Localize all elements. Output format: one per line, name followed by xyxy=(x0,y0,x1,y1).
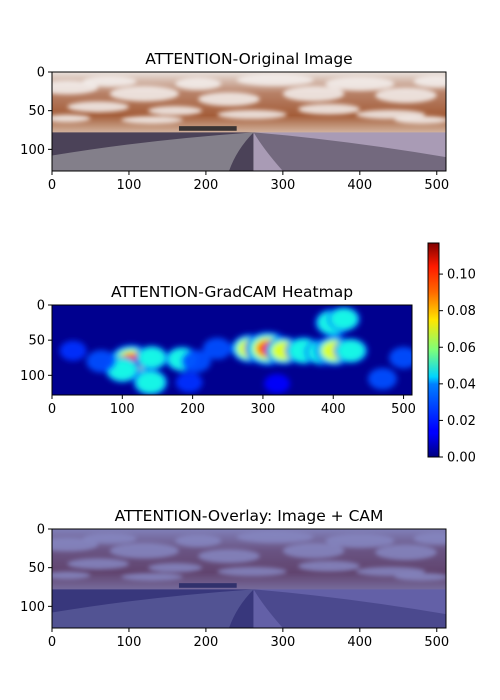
hotspot xyxy=(330,308,358,330)
cam-overlay-tint xyxy=(52,529,446,628)
x-tick-label: 300 xyxy=(251,402,276,417)
cloud xyxy=(67,101,129,113)
cloud xyxy=(198,92,260,107)
cloud xyxy=(394,116,446,124)
y-tick-label: 50 xyxy=(28,561,45,576)
hotspot xyxy=(367,367,397,390)
cloud xyxy=(175,77,222,90)
colorbar-tick-label: 0.00 xyxy=(447,451,476,466)
x-tick-label: 200 xyxy=(193,178,218,193)
road-left xyxy=(52,132,254,171)
hotspot xyxy=(264,374,290,394)
x-tick-label: 0 xyxy=(48,178,56,193)
x-tick-label: 200 xyxy=(193,635,218,650)
panel2-axes: 0 100 200 300 400 500 0 50 100 xyxy=(20,299,416,418)
x-tick-label: 300 xyxy=(270,635,295,650)
y-tick-label: 0 xyxy=(37,299,45,314)
gradcam-heatmap xyxy=(52,305,412,395)
colorbar-tick-label: 0.04 xyxy=(447,377,476,392)
y-tick-label: 100 xyxy=(20,143,45,158)
hotspot xyxy=(336,340,365,362)
hotspot xyxy=(389,346,412,369)
colorbar-tick-label: 0.10 xyxy=(447,268,476,283)
hotspot xyxy=(138,347,166,368)
hotspot xyxy=(59,340,87,361)
cloud xyxy=(217,109,287,120)
gradcam-heatmap-panel: ATTENTION-GradCAM Heatmap 0 100 200 300 400 5… xyxy=(20,283,416,418)
cloud xyxy=(121,116,183,124)
colorbar: 0.00 0.02 0.04 0.06 0.08 0.10 xyxy=(427,242,476,466)
panel3-title: ATTENTION-Overlay: Image + CAM xyxy=(115,507,384,525)
hotspots xyxy=(59,306,412,395)
panel1-title: ATTENTION-Original Image xyxy=(145,50,352,68)
hotspot xyxy=(175,372,203,393)
x-tick-label: 500 xyxy=(424,635,449,650)
cloud xyxy=(236,73,314,86)
x-tick-label: 400 xyxy=(321,402,346,417)
colorbar-tick-label: 0.02 xyxy=(447,414,476,429)
x-tick-label: 0 xyxy=(48,402,56,417)
panel2-frame xyxy=(51,304,413,396)
x-tick-label: 100 xyxy=(117,635,142,650)
colorbar-tick-label: 0.06 xyxy=(447,341,476,356)
cloud xyxy=(413,75,446,88)
hotspot xyxy=(86,350,117,373)
x-tick-label: 100 xyxy=(110,402,135,417)
cloud xyxy=(282,85,345,102)
x-tick-label: 200 xyxy=(180,402,205,417)
panel3-axes: 0 100 200 300 400 500 0 50 100 xyxy=(20,523,449,651)
y-tick-label: 50 xyxy=(28,104,45,119)
overlay-image xyxy=(52,529,446,628)
x-tick-label: 500 xyxy=(424,178,449,193)
tree-line xyxy=(178,126,237,131)
x-tick-label: 100 xyxy=(117,178,142,193)
original-image-panel: ATTENTION-Original Image 0 100 200 300 400 50… xyxy=(20,50,449,194)
panel1-frame xyxy=(51,71,447,172)
hotspot xyxy=(136,371,165,394)
y-tick-label: 100 xyxy=(20,600,45,615)
cloud xyxy=(375,87,437,103)
panel1-axes: 0 100 200 300 400 500 0 50 100 xyxy=(20,66,449,194)
x-tick-label: 0 xyxy=(48,635,56,650)
cloud xyxy=(52,114,91,123)
hotspot xyxy=(181,350,212,373)
cloud xyxy=(298,103,360,115)
cloud xyxy=(82,75,137,87)
x-tick-label: 500 xyxy=(391,402,416,417)
hotspot xyxy=(202,337,232,360)
overlay-panel: ATTENTION-Overlay: Image + CAM 0 100 200 30… xyxy=(20,507,449,651)
cloud xyxy=(148,106,203,116)
y-tick-label: 50 xyxy=(28,334,45,349)
cloud xyxy=(109,85,179,102)
y-tick-label: 0 xyxy=(37,523,45,538)
y-tick-label: 0 xyxy=(37,66,45,81)
panel2-title: ATTENTION-GradCAM Heatmap xyxy=(111,283,353,301)
cloud xyxy=(325,76,395,91)
colorbar-gradient xyxy=(427,242,440,458)
x-tick-label: 300 xyxy=(270,178,295,193)
colorbar-ticks: 0.00 0.02 0.04 0.06 0.08 0.10 xyxy=(439,268,476,466)
clouds xyxy=(52,73,446,124)
x-tick-label: 400 xyxy=(347,178,372,193)
y-tick-label: 100 xyxy=(20,369,45,384)
panel3-frame xyxy=(51,528,447,629)
x-tick-label: 400 xyxy=(347,635,372,650)
colorbar-tick-label: 0.08 xyxy=(447,304,476,319)
road-right xyxy=(253,132,446,171)
original-image xyxy=(52,72,446,171)
